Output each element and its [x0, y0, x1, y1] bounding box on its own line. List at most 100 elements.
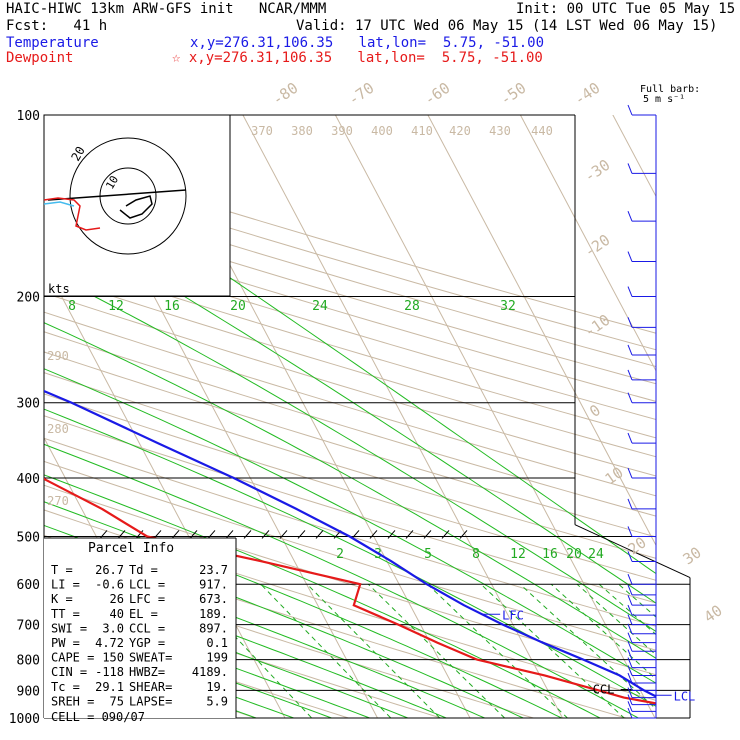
mixing-ratio-label-upper: 16	[164, 299, 180, 314]
theta-label: 440	[531, 124, 553, 138]
mixing-ratio-label-upper: 20	[230, 299, 246, 314]
parcel-info-key: SWEAT=	[129, 651, 172, 665]
annotation-lcl: LCL	[674, 689, 696, 703]
parcel-info-key: K =	[51, 592, 73, 606]
wind-barb-flag	[627, 707, 633, 719]
moist-adiabat-line	[170, 237, 656, 575]
dry-adiabat-line	[44, 588, 443, 718]
wind-barb-flag	[627, 551, 633, 562]
parcel-info-key: CCL =	[129, 621, 165, 635]
parcel-info-key: Td =	[129, 563, 158, 577]
wind-barb-flag	[627, 210, 633, 222]
barb-legend-line1: Full barb:	[640, 84, 701, 95]
dry-adiabat-line	[44, 351, 656, 538]
theta-label: 420	[449, 124, 471, 138]
isotherm-label-right: -20	[581, 231, 614, 261]
hatch-mark	[135, 530, 144, 539]
hatch-mark	[315, 530, 324, 539]
parcel-info-box: Parcel Info T = 26.7 Td = 23.7 LI = -0.6 LCL = 9…	[44, 537, 237, 724]
dry-adiabat-line	[44, 273, 656, 458]
isotherm-line	[0, 87, 14, 730]
wind-barb-flag	[627, 584, 633, 596]
wind-barb-flag	[627, 641, 633, 652]
annotation-lfc: LFC	[502, 608, 524, 622]
dewpoint-location: ☆ x,y=276.31,106.35 lat,lon= 5.75, -51.0…	[172, 50, 543, 66]
hodograph-ring-label: 20	[68, 144, 87, 164]
mixing-ratio-label-upper: 24	[312, 299, 328, 314]
mixing-ratio-label-upper: 28	[404, 299, 420, 314]
wind-barb-flag	[627, 687, 633, 698]
parcel-info-key: LCL =	[129, 578, 165, 592]
mixing-ratio-line	[618, 583, 656, 618]
mixing-ratio-line	[598, 583, 656, 636]
hatch-mark	[171, 530, 180, 539]
pressure-tick-label: 700	[17, 619, 40, 634]
hatch-mark	[297, 530, 306, 539]
mixing-ratio-line	[576, 583, 656, 656]
pressure-tick-label: 800	[17, 654, 40, 669]
mixing-ratio-line	[367, 583, 506, 718]
moist-adiabat-line	[85, 237, 656, 604]
parcel-info-key: LFC =	[129, 592, 165, 606]
moist-adiabat-line	[44, 368, 656, 684]
parcel-info-value: -118	[95, 665, 124, 679]
hatch-mark	[189, 530, 198, 539]
parcel-info-key: SREH =	[51, 694, 94, 708]
mixing-ratio-label-lower: 8	[472, 547, 480, 562]
parcel-info-key: TT =	[51, 607, 80, 621]
wind-barb-flag	[627, 574, 633, 585]
hatch-mark	[279, 530, 288, 539]
pressure-tick-label: 200	[17, 291, 40, 306]
model-title: HAIC-HIWC 13km ARW-GFS init NCAR/MMM	[6, 1, 327, 17]
plot-right-slant	[574, 524, 691, 579]
mixing-ratio-label-lower: 12	[510, 547, 526, 562]
wind-barb-flag	[627, 251, 633, 262]
parcel-info-value: 40	[110, 607, 124, 621]
parcel-info-cell: CELL = 090/07	[51, 710, 145, 724]
hodograph-trace-cyan	[43, 201, 75, 207]
moist-adiabat-line	[44, 322, 656, 659]
mixing-ratio-label-upper: 12	[108, 299, 124, 314]
mixing-ratio-line	[185, 583, 313, 718]
parcel-info-value: 29.1	[95, 680, 124, 694]
temperature-legend-label: Temperature	[6, 35, 99, 51]
hodograph-trace-red	[43, 197, 101, 231]
theta-label: 370	[251, 124, 273, 138]
dry-adiabat-line	[44, 437, 656, 627]
dry-adiabat-line	[44, 415, 656, 604]
parcel-info-value: -0.6	[95, 578, 124, 592]
wind-barb-flag	[627, 701, 633, 712]
wind-barb-flag	[627, 623, 633, 634]
parcel-info-value: 3.0	[102, 621, 124, 635]
dry-adiabat-line	[44, 460, 656, 651]
dry-adiabat-line	[44, 331, 656, 517]
hatch-mark	[225, 530, 234, 539]
init-time: Init: 00 UTC Tue 05 May 15	[516, 1, 736, 17]
parcel-info-key: CIN =	[51, 665, 87, 679]
forecast-hour: Fcst: 41 h	[6, 18, 108, 34]
parcel-info-value: 26.7	[95, 563, 124, 577]
dry-adiabat-line	[44, 237, 656, 420]
dry-adiabat-line	[44, 186, 656, 368]
theta-label: 390	[331, 124, 353, 138]
dry-adiabat-line	[44, 255, 656, 439]
pressure-tick-label: 100	[17, 109, 40, 124]
parcel-info-background	[44, 538, 236, 718]
hatch-mark	[405, 530, 414, 539]
annotation-ccl: CCL	[593, 683, 615, 697]
theta-label-left: 290	[47, 349, 69, 363]
pressure-tick-label: 1000	[9, 712, 40, 727]
wind-barb-flag	[627, 604, 633, 616]
mixing-ratio-label-lower: 2	[336, 547, 344, 562]
theta-label: 400	[371, 124, 393, 138]
valid-time: Valid: 17 UTC Wed 06 May 15 (14 LST Wed …	[296, 18, 718, 34]
parcel-info-value: 5.9	[206, 694, 228, 708]
hatch-mark	[369, 530, 378, 539]
parcel-info-title: Parcel Info	[88, 541, 174, 556]
parcel-info-key: HWBZ=	[129, 665, 165, 679]
wind-barbs	[627, 104, 657, 719]
isotherm-line	[612, 115, 656, 198]
parcel-info-value: 0.1	[206, 636, 228, 650]
theta-label: 380	[291, 124, 313, 138]
